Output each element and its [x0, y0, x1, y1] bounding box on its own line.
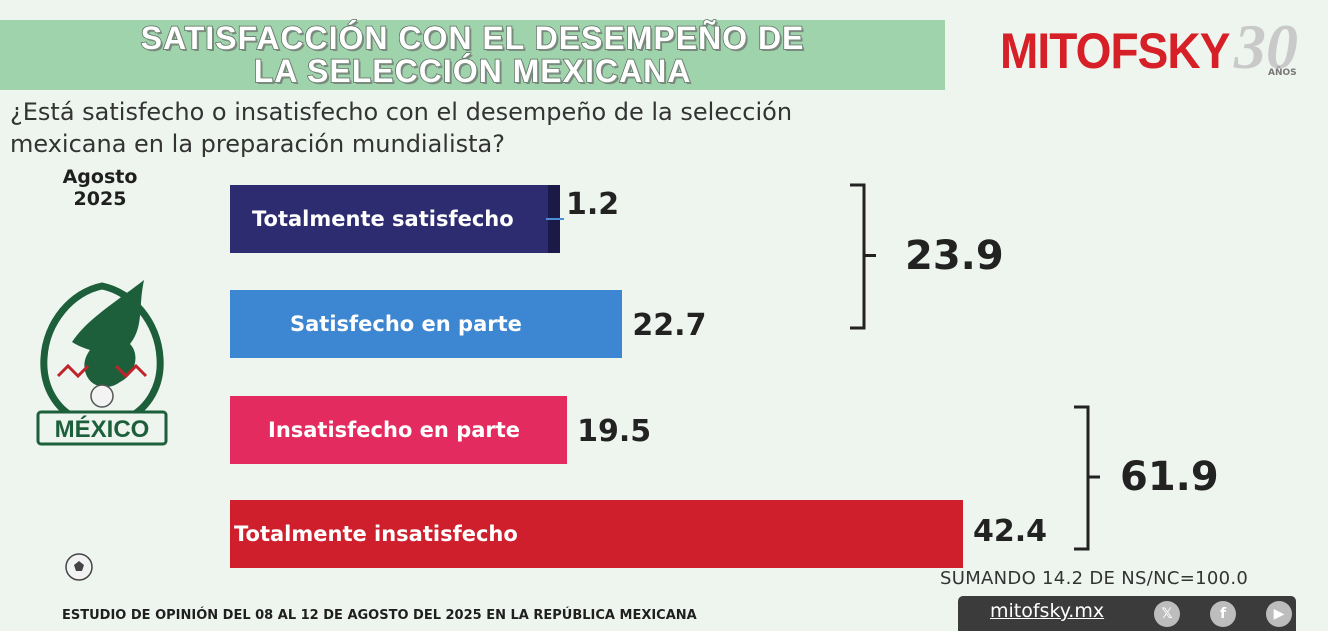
bar-label: Insatisfecho en parte [268, 418, 521, 442]
anniversary-suffix: AÑOS [1268, 68, 1297, 78]
x-icon[interactable]: 𝕏 [1154, 601, 1180, 627]
soccer-ball-icon [65, 553, 93, 581]
website-link[interactable]: mitofsky.mx [990, 600, 1105, 622]
nsnc-note: SUMANDO 14.2 DE NS/NC=100.0 [940, 568, 1249, 589]
bar-satisfecho-en-parte: Satisfecho en parte [230, 290, 623, 358]
period-year: 2025 [73, 188, 127, 210]
survey-question: ¿Está satisfecho o insatisfecho con el d… [10, 98, 793, 158]
group-total-label: 23.9 [905, 233, 1004, 279]
anniversary-number: 30 [1234, 11, 1298, 82]
facebook-icon[interactable]: f [1210, 601, 1236, 627]
period-label: Agosto 2025 [40, 166, 160, 210]
group-total-label: 61.9 [1120, 454, 1219, 500]
study-footnote: ESTUDIO DE OPINIÓN DEL 08 AL 12 DE AGOST… [62, 608, 697, 623]
title-band [0, 20, 945, 90]
social-bar: mitofsky.mx 𝕏 f ▶ [958, 596, 1296, 631]
value-label: 19.5 [577, 414, 652, 449]
crest-banner [36, 410, 168, 446]
crest-ball [90, 384, 114, 408]
bar-label: Totalmente satisfecho [252, 207, 514, 231]
crest-text: MÉXICO [55, 415, 150, 443]
bar-insatisfecho-en-parte: Insatisfecho en parte [230, 396, 568, 464]
mexico-team-crest: MÉXICO [36, 280, 168, 446]
value-label: 42.4 [973, 514, 1048, 549]
bar-totalmente-satisfecho: Totalmente satisfecho [230, 185, 560, 253]
bar-totalmente-insatisfecho: Totalmente insatisfecho [230, 500, 963, 568]
bar-label: Totalmente insatisfecho [234, 522, 518, 546]
youtube-icon[interactable]: ▶ [1266, 601, 1292, 627]
brace-dissatisfied [1074, 405, 1100, 551]
value-label: 22.7 [632, 308, 707, 343]
eagle-shape [72, 280, 144, 387]
value-label: 1.2 [566, 187, 620, 222]
title-line-1: SATISFACCIÓN CON EL DESEMPEÑO DE [140, 20, 805, 56]
title-line-2: LA SELECCIÓN MEXICANA [253, 53, 692, 89]
crest-accents [56, 363, 148, 379]
brace-satisfied [850, 183, 876, 330]
page-title: SATISFACCIÓN CON EL DESEMPEÑO DE LA SELE… [0, 20, 945, 89]
brand-logo: MITOFSKY [1000, 23, 1230, 79]
bar-label: Satisfecho en parte [290, 312, 522, 336]
value-leader-line [546, 218, 564, 220]
period-month: Agosto [62, 166, 138, 188]
